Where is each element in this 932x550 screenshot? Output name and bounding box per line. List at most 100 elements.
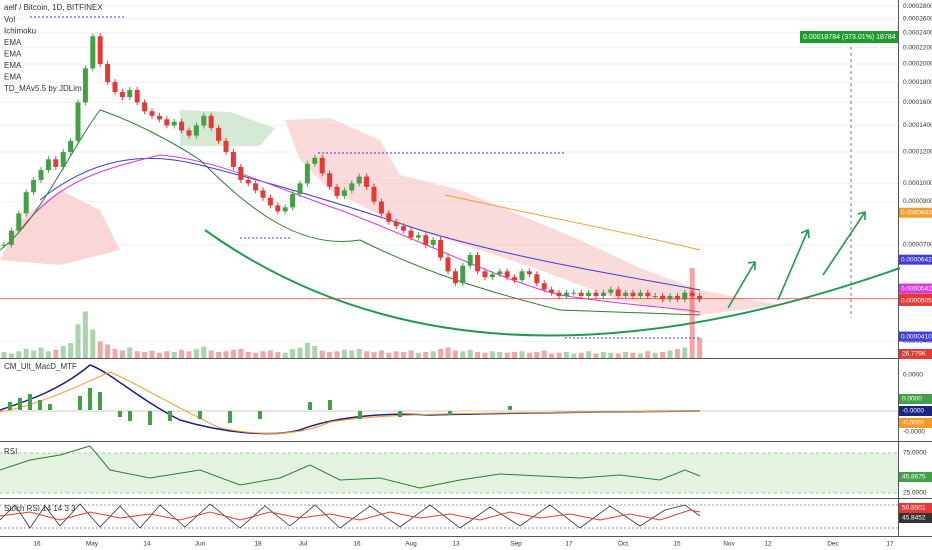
candle <box>452 271 458 284</box>
volume-bar <box>60 346 66 358</box>
indicator-label: Ichimoku <box>4 27 36 36</box>
volume-bar <box>549 353 555 358</box>
y-tick-label: 0.00018000 <box>903 79 932 86</box>
candle <box>460 265 466 284</box>
volume-bar <box>223 351 229 358</box>
x-tick-label: 16 <box>353 541 361 548</box>
x-tick-label: 14 <box>143 541 151 548</box>
x-tick-label: 18 <box>254 541 262 548</box>
candle <box>378 201 384 214</box>
candle <box>364 176 370 187</box>
indicator-label: Vol <box>4 15 15 24</box>
candle <box>75 102 81 141</box>
candle <box>645 292 651 296</box>
volume-bar <box>75 324 81 358</box>
candle <box>600 292 606 296</box>
volume-bar <box>393 351 399 358</box>
candle <box>253 183 259 191</box>
x-tick-label: 15 <box>673 541 681 548</box>
volume-bar <box>238 349 244 358</box>
volume-bar <box>408 350 414 358</box>
volume-bar <box>164 351 170 358</box>
x-tick-label: May <box>86 541 99 548</box>
macd-tag <box>899 406 932 416</box>
rsi-axis-label: 75.0000 <box>903 450 927 457</box>
volume-bar <box>97 341 103 358</box>
y-tick-label: 0.00020000 <box>903 61 932 68</box>
volume-bar <box>645 351 651 358</box>
candle <box>319 157 325 174</box>
volume-bar <box>445 347 451 358</box>
candle <box>45 159 51 171</box>
x-tick-label: 17 <box>565 541 573 548</box>
volume-bar <box>127 347 133 358</box>
x-tick-label: Jul <box>299 541 308 548</box>
candle <box>660 295 666 300</box>
volume-bar <box>290 349 296 358</box>
candle <box>223 140 229 152</box>
volume-bar <box>600 352 606 358</box>
candle <box>127 89 133 98</box>
x-tick-label: Aug <box>405 541 417 548</box>
macd-tag <box>899 394 932 404</box>
candle <box>697 295 703 300</box>
volume-bar <box>68 343 74 358</box>
volume-bar <box>504 352 510 358</box>
stoch-tag-label: 50.8501 <box>902 505 926 512</box>
price-tag-label: 0.00004108 <box>901 333 932 340</box>
volume-bar <box>615 353 621 358</box>
volume-bar <box>497 352 503 358</box>
candle <box>586 292 592 296</box>
macd-tag-label: 0.0000 <box>902 396 922 403</box>
candle <box>674 295 680 300</box>
volume-bar <box>45 351 51 358</box>
candle <box>16 213 22 231</box>
volume-bar <box>541 350 547 358</box>
y-tick-label: 0.00026000 <box>903 16 932 23</box>
candle <box>31 179 37 193</box>
candle <box>615 289 621 296</box>
candle <box>334 186 340 196</box>
volume-bar <box>586 351 592 358</box>
y-tick-label: 0.00012000 <box>903 149 932 156</box>
volume-bar <box>282 352 288 358</box>
volume-bar <box>349 350 355 358</box>
candle <box>541 283 547 290</box>
macd-pane <box>0 364 898 435</box>
volume-bar <box>312 346 318 358</box>
candle <box>371 186 377 202</box>
candle <box>38 170 44 180</box>
volume-bar <box>371 352 377 358</box>
price-tag-label: 0.00005053 <box>901 298 932 305</box>
symbol: aelf / Bitcoin, 1D, BITFINEX <box>4 3 103 12</box>
macd-axis-label: 0.0000 <box>903 372 923 379</box>
volume-bar <box>660 352 666 358</box>
moving-averages <box>0 109 701 316</box>
y-tick-label: 0.00016000 <box>903 99 932 106</box>
legend: aelf / Bitcoin, 1D, BITFINEX <box>4 3 103 12</box>
candle <box>563 292 569 296</box>
candle <box>290 194 296 208</box>
indicator-label: EMA <box>4 61 22 70</box>
stoch-title: Stoch RSI 14 14 3 3 <box>4 504 76 513</box>
candle <box>327 173 333 187</box>
volume-bar <box>245 352 251 358</box>
candle <box>467 254 473 266</box>
x-tick-label: Jun <box>195 541 206 548</box>
candle <box>90 36 96 69</box>
indicator-label: EMA <box>4 73 22 82</box>
x-tick-label: Nov <box>723 541 735 548</box>
candle <box>134 89 140 103</box>
candle <box>275 205 281 212</box>
candle <box>578 292 584 296</box>
volume-bar <box>667 350 673 358</box>
volume-bar <box>260 351 266 358</box>
rsi-axis-label: 25.0000 <box>903 490 927 497</box>
volume-bar <box>608 352 614 358</box>
volume-bar <box>142 352 148 358</box>
candle <box>608 289 614 293</box>
x-tick-label: 12 <box>764 541 772 548</box>
indicator-label: EMA <box>4 50 22 59</box>
